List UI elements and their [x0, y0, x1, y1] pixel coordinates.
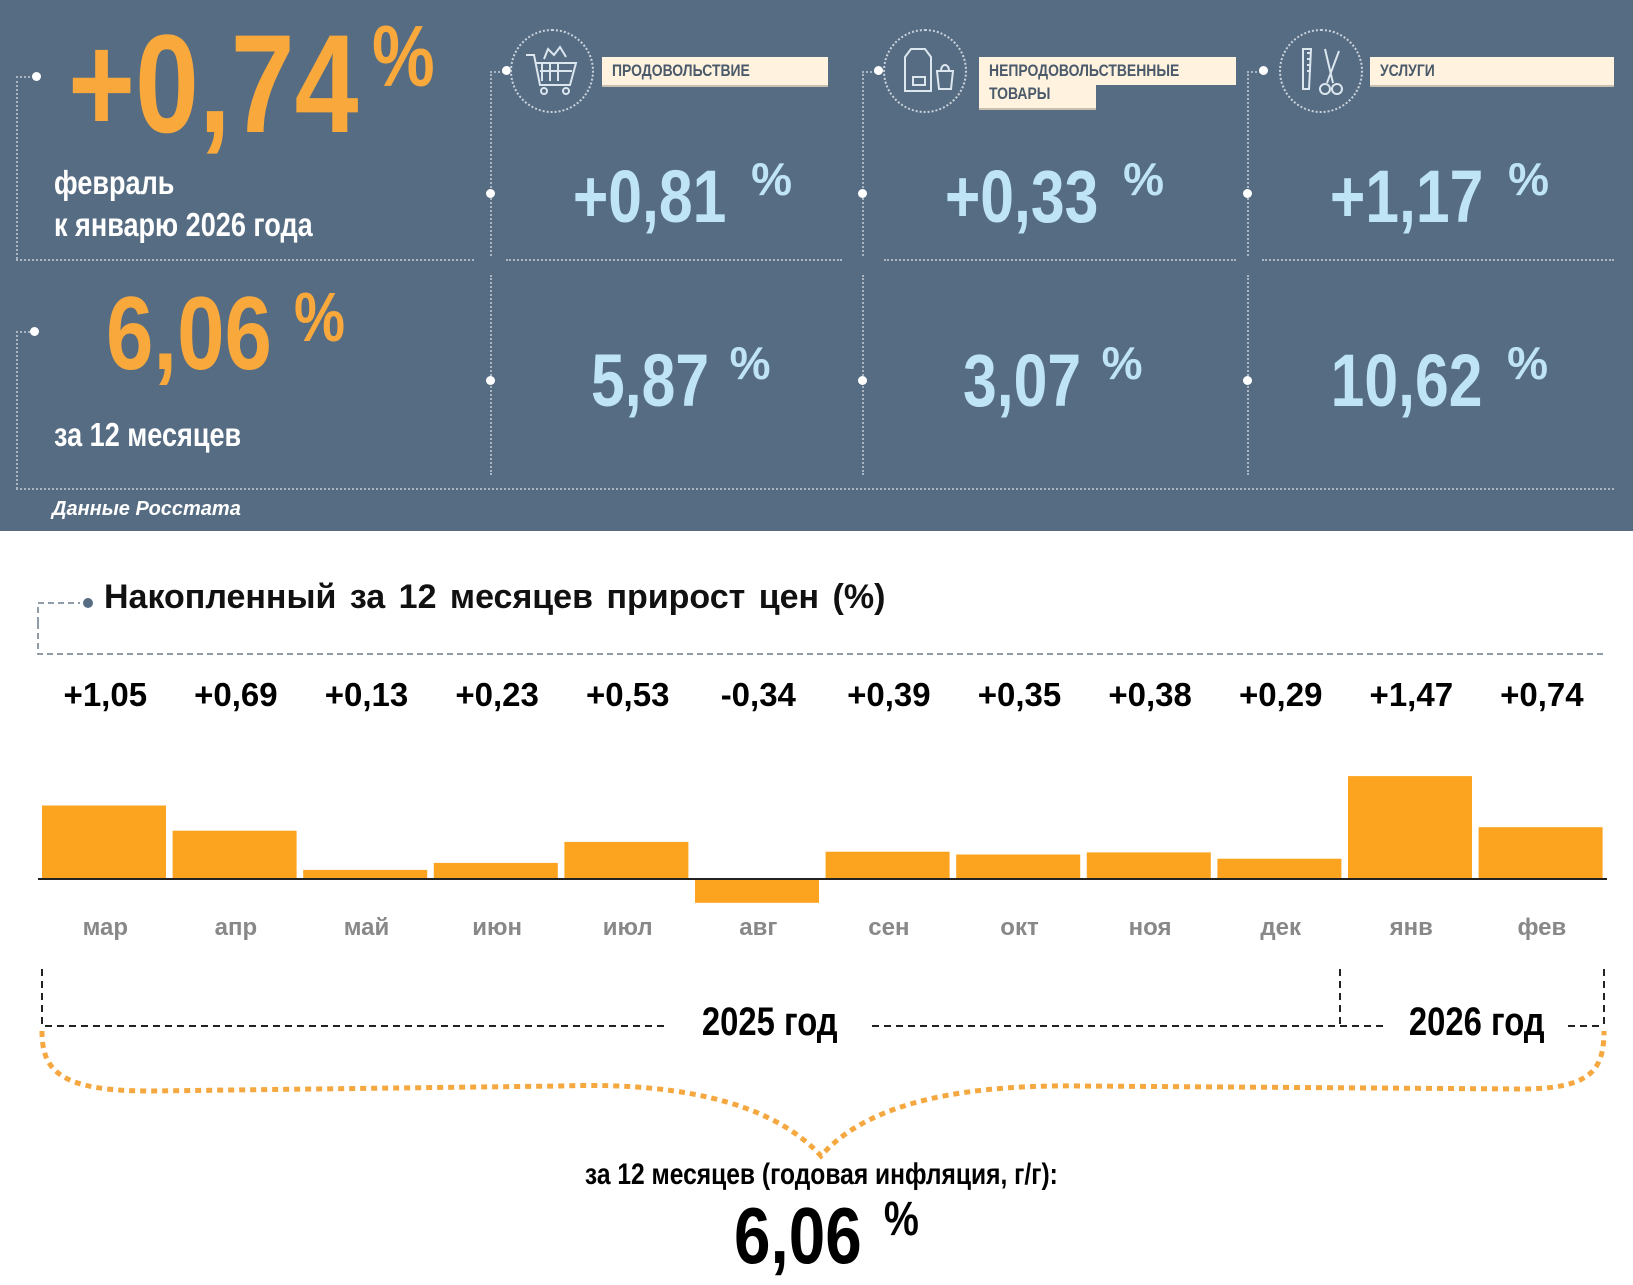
data-label: +0,74 [1500, 676, 1584, 713]
bar-янв [1348, 776, 1472, 879]
services-monthly-value: +1,17% [1329, 153, 1550, 238]
divider [16, 488, 1614, 490]
month-label: апр [214, 914, 258, 941]
connector-dot [30, 327, 39, 336]
monthly-caption-line1: февраль [54, 164, 175, 201]
divider [1262, 259, 1614, 261]
bar-май [303, 869, 428, 879]
category-label-nonfood-line2: ТОВАРЫ [979, 84, 1096, 110]
bar-апр [172, 830, 297, 879]
connector-dot [1243, 189, 1252, 198]
divider [884, 259, 1236, 261]
divider [16, 259, 474, 261]
month-label: окт [1000, 914, 1039, 941]
divider [490, 275, 492, 475]
category-label-services: УСЛУГИ [1370, 57, 1614, 87]
connector [16, 76, 18, 259]
month-label: янв [1389, 914, 1433, 941]
monthly-caption-line2: к январю 2026 года [54, 206, 313, 243]
data-label: +1,05 [63, 676, 148, 713]
bar-окт [956, 854, 1081, 879]
connector [862, 71, 876, 73]
category-label-nonfood: НЕПРОДОВОЛЬСТВЕННЫЕ [979, 57, 1236, 85]
data-label: +0,69 [194, 676, 278, 713]
data-label: +0,39 [847, 676, 931, 713]
shopping-cart-icon [510, 29, 594, 113]
source-note: Данные Росстата [52, 498, 241, 520]
bar-авг [695, 879, 819, 903]
month-label: фев [1517, 914, 1567, 941]
bar-фев [1478, 827, 1603, 879]
divider [490, 71, 492, 256]
connector-dot [874, 66, 883, 75]
connector-dot [502, 66, 511, 75]
month-label: июн [472, 914, 522, 941]
summary-label: за 12 месяцев (годовая инфляция, г/г): [584, 1158, 1058, 1191]
data-label: +0,53 [585, 676, 670, 713]
connector-dot [858, 189, 867, 198]
connector-dot [486, 376, 495, 385]
bar-сен [825, 851, 950, 879]
bar-мар [42, 805, 166, 879]
connector-dot [32, 72, 41, 81]
category-label-food: ПРОДОВОЛЬСТВИЕ [602, 57, 828, 87]
data-label: +0,38 [1108, 676, 1192, 713]
month-label: авг [739, 914, 778, 941]
divider [1247, 71, 1249, 256]
connector [16, 331, 34, 333]
connector-dot [1259, 66, 1268, 75]
connector [16, 331, 18, 489]
connector [16, 76, 34, 78]
summary-value: 6,06% [733, 1191, 919, 1280]
connector-dot [1243, 376, 1252, 385]
comb-scissors-icon [1279, 29, 1363, 113]
year-label-2025: 2025 год [702, 1000, 838, 1044]
divider [862, 71, 864, 256]
food-annual-value: 5,87% [590, 337, 771, 422]
connector [490, 71, 504, 73]
nonfood-annual-value: 3,07% [962, 337, 1143, 422]
divider [1247, 275, 1249, 475]
month-label: ноя [1128, 914, 1172, 941]
connector [1247, 71, 1261, 73]
bar-дек [1217, 858, 1342, 879]
month-label: дек [1260, 914, 1301, 941]
data-label: +0,35 [977, 676, 1062, 713]
chart-decorations [37, 598, 1607, 1160]
connector-dot [486, 189, 495, 198]
month-label: май [343, 914, 390, 941]
year-label-2026: 2026 год [1408, 1000, 1545, 1044]
clothes-bag-icon [883, 29, 967, 113]
divider [506, 259, 842, 261]
services-annual-value: 10,62% [1330, 337, 1549, 422]
food-monthly-value: +0,81% [572, 153, 793, 238]
month-label: сен [868, 914, 910, 941]
bar-июн [433, 862, 558, 879]
annual-caption: за 12 месяцев [54, 416, 242, 453]
month-label: мар [82, 914, 129, 941]
nonfood-monthly-value: +0,33% [944, 153, 1165, 238]
chart-title: Накопленный за 12 месяцев прирост цен (%… [104, 578, 886, 616]
data-label: +0,13 [324, 676, 409, 713]
month-label: июл [602, 914, 653, 941]
summary-panel: +0,74% февраль к январю 2026 года 6,06% … [0, 0, 1633, 531]
data-label: +0,29 [1238, 676, 1323, 713]
bar-ноя [1086, 852, 1211, 879]
divider [862, 275, 864, 475]
data-label: +1,47 [1369, 676, 1454, 713]
annual-inflation: 6,06% [106, 276, 346, 392]
connector-dot [858, 376, 867, 385]
bar-июл [564, 841, 689, 879]
monthly-inflation: +0,74% [68, 5, 435, 162]
data-label: -0,34 [720, 676, 796, 713]
data-label: +0,23 [455, 676, 539, 713]
